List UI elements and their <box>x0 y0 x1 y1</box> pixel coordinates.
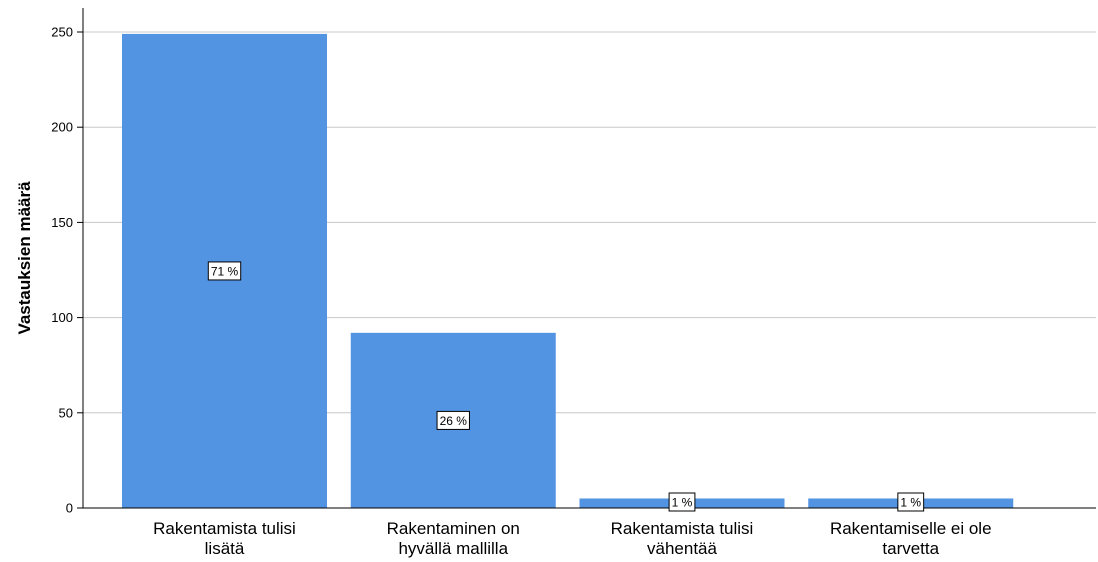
y-tick-label: 0 <box>66 501 73 516</box>
category-label: Rakentaminen on <box>387 519 520 538</box>
data-label-box <box>207 261 242 281</box>
data-label: 1 % <box>897 492 925 512</box>
data-label: 71 % <box>207 261 242 281</box>
data-label: 1 % <box>668 492 696 512</box>
data-label-text: 1 % <box>900 496 921 510</box>
y-tick-label: 250 <box>51 25 73 40</box>
bars <box>122 33 1014 509</box>
y-tick-label: 100 <box>51 310 73 325</box>
y-tick-labels: 0 50 100 150 200 250 <box>51 25 73 516</box>
category-label: Rakentamiselle ei ole <box>830 519 992 538</box>
data-label-text: 1 % <box>672 496 693 510</box>
y-tick-label: 50 <box>59 405 73 420</box>
category-label: lisätä <box>205 539 245 558</box>
data-label-box <box>668 492 696 512</box>
y-tick-label: 150 <box>51 215 73 230</box>
category-label: vähentää <box>647 539 717 558</box>
data-label-text: 71 % <box>211 264 239 278</box>
axes <box>77 8 1096 509</box>
y-tick-label: 200 <box>51 120 73 135</box>
category-label: hyvällä mallilla <box>398 539 508 558</box>
data-label: 26 % <box>436 410 470 430</box>
category-label: Rakentamista tulisi <box>153 519 296 538</box>
data-label-text: 26 % <box>440 414 468 428</box>
data-labels: 71 % 26 % 1 % 1 % <box>207 261 925 512</box>
data-label-box <box>436 410 470 430</box>
data-label-box <box>897 492 925 512</box>
y-axis-label: Vastauksien määrä <box>15 181 34 335</box>
category-label: Rakentamista tulisi <box>611 519 754 538</box>
category-label: tarvetta <box>882 539 939 558</box>
